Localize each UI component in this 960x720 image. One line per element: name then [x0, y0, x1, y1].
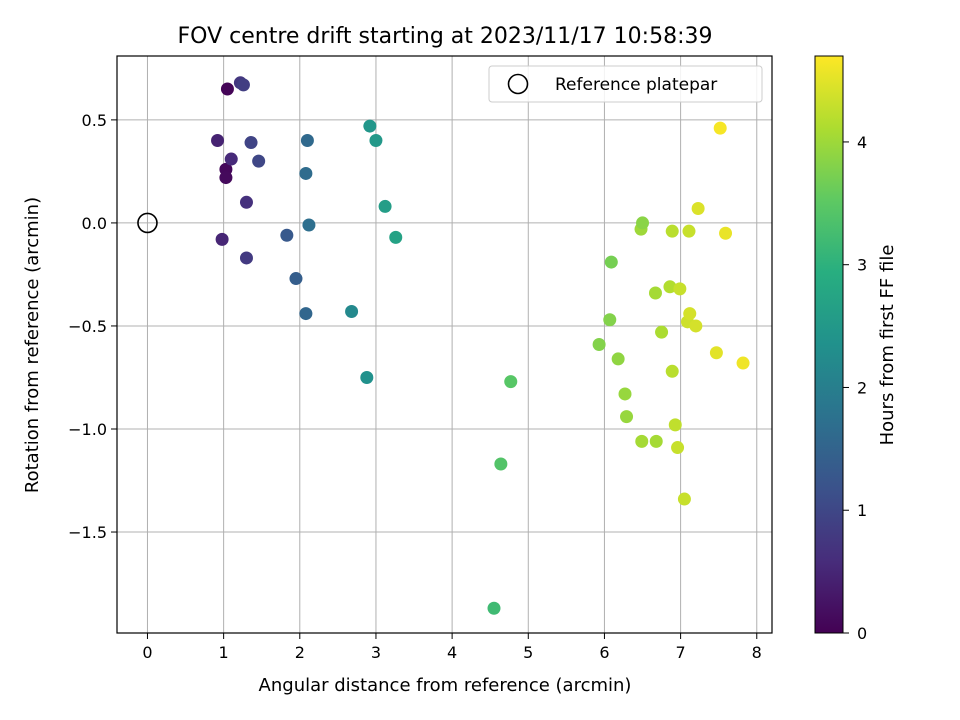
data-point	[299, 166, 313, 180]
x-axis: 0 1 2 3 4 5 6 7 8	[142, 633, 762, 662]
data-point	[220, 82, 234, 96]
data-point	[636, 216, 650, 230]
data-point	[369, 133, 383, 147]
data-point	[618, 387, 632, 401]
data-point	[302, 218, 316, 232]
data-point	[665, 364, 679, 378]
data-point	[648, 286, 662, 300]
data-point	[363, 119, 377, 133]
data-point	[673, 282, 687, 296]
y-axis: 0.5 0.0 −0.5 −1.0 −1.5	[68, 111, 117, 542]
y-tick-label: 0.5	[82, 111, 107, 130]
data-point	[211, 133, 225, 147]
data-point	[300, 133, 314, 147]
x-tick-label: 8	[752, 643, 762, 662]
data-point	[487, 601, 501, 615]
colorbar-tick-label: 0	[857, 624, 867, 643]
colorbar-tick-label: 1	[857, 501, 867, 520]
legend-label: Reference platepar	[555, 75, 717, 95]
y-axis-label: Rotation from reference (arcmin)	[22, 197, 43, 493]
data-point	[665, 224, 679, 238]
data-point	[649, 434, 663, 448]
data-point	[736, 356, 750, 370]
chart-title: FOV centre drift starting at 2023/11/17 …	[178, 24, 713, 49]
y-tick-label: −1.0	[68, 420, 107, 439]
data-point	[682, 224, 696, 238]
data-point	[494, 457, 508, 471]
x-tick-label: 5	[523, 643, 533, 662]
data-point	[709, 346, 723, 360]
x-tick-label: 6	[599, 643, 609, 662]
data-point	[713, 121, 727, 135]
x-tick-label: 1	[219, 643, 229, 662]
x-tick-label: 3	[371, 643, 381, 662]
colorbar: 0 1 2 3 4 Hours from first FF file	[814, 55, 898, 643]
data-point	[504, 375, 518, 389]
data-point	[280, 228, 294, 242]
data-point	[239, 195, 253, 209]
y-tick-label: −1.5	[68, 523, 107, 542]
legend-box	[488, 65, 763, 103]
data-point	[219, 171, 233, 185]
data-point	[683, 307, 697, 321]
colorbar-tick-label: 2	[857, 378, 867, 397]
data-point	[299, 307, 313, 321]
x-tick-label: 2	[295, 643, 305, 662]
colorbar-label: Hours from first FF file	[877, 245, 898, 446]
data-point	[604, 255, 618, 269]
colorbar-gradient	[814, 55, 844, 634]
data-point	[691, 201, 705, 215]
colorbar-tick-label: 4	[857, 133, 867, 152]
data-point	[389, 230, 403, 244]
data-point	[252, 154, 266, 168]
data-point	[289, 272, 303, 286]
colorbar-tick-label: 3	[857, 256, 867, 275]
legend: Reference platepar	[488, 65, 763, 103]
reference-marker-layer	[137, 212, 158, 234]
data-point	[663, 280, 677, 294]
data-point	[345, 305, 359, 319]
data-point	[239, 251, 253, 265]
data-point	[360, 370, 374, 384]
data-point	[236, 78, 250, 92]
x-tick-label: 4	[447, 643, 457, 662]
data-point	[611, 352, 625, 366]
data-point	[689, 319, 703, 333]
y-tick-label: −0.5	[68, 317, 107, 336]
data-point	[677, 492, 691, 506]
data-point	[378, 199, 392, 213]
x-tick-label: 7	[676, 643, 686, 662]
data-point	[603, 313, 617, 327]
legend-marker	[507, 73, 529, 95]
data-point	[719, 226, 733, 240]
y-tick-label: 0.0	[82, 214, 107, 233]
data-point	[655, 325, 669, 339]
colorbar-ticks: 0 1 2 3 4	[843, 133, 867, 643]
data-point	[671, 441, 685, 455]
data-point	[620, 410, 634, 424]
data-point	[668, 418, 682, 432]
data-point	[592, 338, 606, 351]
data-point	[224, 152, 238, 166]
data-point	[215, 232, 229, 246]
data-point	[635, 434, 649, 448]
scatter-points	[211, 76, 750, 615]
reference-marker	[137, 212, 158, 234]
x-tick-label: 0	[142, 643, 152, 662]
x-axis-label: Angular distance from reference (arcmin)	[259, 675, 632, 696]
plot-area	[116, 55, 773, 634]
data-point	[244, 136, 258, 150]
grid	[117, 56, 772, 633]
